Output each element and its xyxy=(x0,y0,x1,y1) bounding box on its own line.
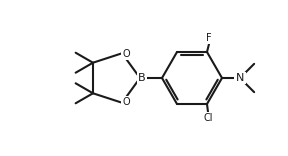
Text: B: B xyxy=(138,73,146,83)
Text: O: O xyxy=(122,97,130,107)
Text: N: N xyxy=(236,73,244,83)
Text: O: O xyxy=(122,49,130,59)
Text: Cl: Cl xyxy=(203,113,213,123)
Text: F: F xyxy=(206,33,212,43)
